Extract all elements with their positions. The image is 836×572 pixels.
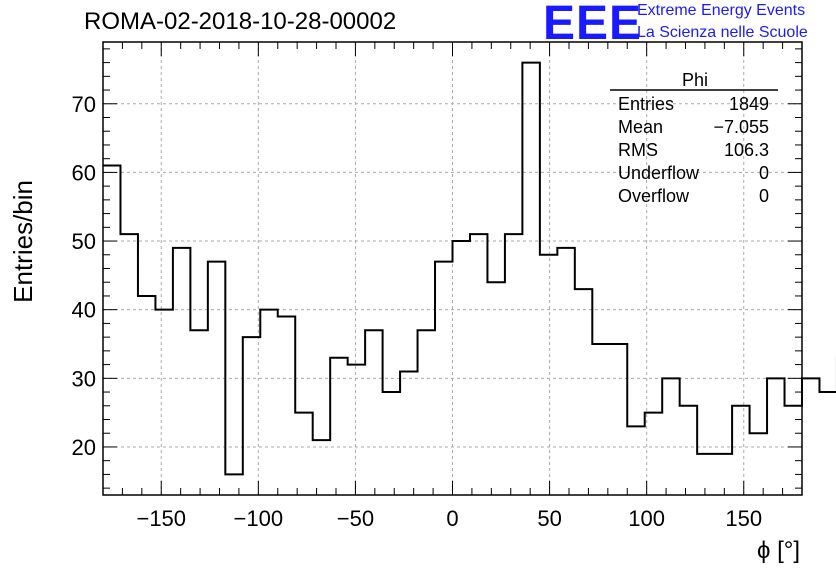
histogram-bin xyxy=(313,440,330,495)
y-tick-label: 50 xyxy=(72,229,96,254)
histogram-bin xyxy=(190,330,207,495)
stats-label: Mean xyxy=(618,117,663,137)
grid-layer xyxy=(103,42,836,495)
histogram-bin xyxy=(278,317,295,495)
y-tick-label: 60 xyxy=(72,160,96,185)
histogram-bin xyxy=(645,413,662,495)
y-tick-label: 20 xyxy=(72,435,96,460)
histogram-bin xyxy=(418,330,435,495)
histogram-bin xyxy=(715,454,732,495)
histogram-bin xyxy=(732,406,749,495)
histogram-bin xyxy=(400,371,417,495)
stats-box: Phi Entries 1849 Mean −7.055 RMS 106.3 Underfl… xyxy=(610,70,778,206)
histogram-bin xyxy=(470,234,487,495)
tick-labels: −150 −100 −50 0 50 100 150 20 30 40 50 60 70 xyxy=(72,92,763,531)
histogram-bin xyxy=(540,255,557,495)
histogram-bin xyxy=(243,337,260,495)
histogram-bin xyxy=(103,166,120,495)
x-tick-label: −150 xyxy=(136,506,186,531)
histogram-bin xyxy=(680,406,697,495)
histogram-bin xyxy=(505,234,522,495)
y-axis-label: Entries/bin xyxy=(8,180,38,303)
x-tick-label: 50 xyxy=(537,506,561,531)
stats-label: Entries xyxy=(618,94,674,114)
stats-value: −7.055 xyxy=(713,117,769,137)
histogram-bin xyxy=(802,378,819,495)
x-tick-label: −100 xyxy=(234,506,284,531)
histogram-bin xyxy=(750,433,767,495)
histogram-bin xyxy=(662,378,679,495)
histogram-bin xyxy=(522,63,539,495)
histogram-bin xyxy=(819,392,836,495)
histogram-bin xyxy=(453,241,470,495)
stats-value: 1849 xyxy=(729,94,769,114)
histogram-bin xyxy=(225,474,242,495)
histogram-bin xyxy=(697,454,714,495)
x-tick-label: 0 xyxy=(446,506,458,531)
histogram-bin xyxy=(348,365,365,495)
brand-line-1: Extreme Energy Events xyxy=(637,2,806,19)
histogram-bin xyxy=(155,310,172,495)
stats-rows: Entries 1849 Mean −7.055 RMS 106.3 Underflow 0 O… xyxy=(618,94,769,206)
x-tick-label: −50 xyxy=(337,506,374,531)
histogram-bin xyxy=(487,282,504,495)
histogram-bin xyxy=(365,330,382,495)
histogram-bin xyxy=(767,378,784,495)
histogram-bin xyxy=(435,262,452,495)
y-tick-label: 30 xyxy=(72,366,96,391)
histogram-bin xyxy=(138,296,155,495)
x-axis-label: ϕ [°] xyxy=(757,537,800,564)
histogram-bin xyxy=(295,413,312,495)
stats-value: 106.3 xyxy=(724,140,769,160)
axis-ticks xyxy=(102,42,803,495)
plot-frame xyxy=(102,41,803,496)
histogram-bin xyxy=(557,248,574,495)
histogram-bin xyxy=(260,310,277,495)
x-tick-label: 100 xyxy=(628,506,665,531)
histogram-bin xyxy=(208,262,225,495)
stats-label: RMS xyxy=(618,140,658,160)
histogram-bin xyxy=(610,344,627,495)
stats-title: Phi xyxy=(682,70,708,90)
histogram-bin xyxy=(627,426,644,495)
histogram-bin xyxy=(592,344,609,495)
histogram-bin xyxy=(173,248,190,495)
histogram-bin xyxy=(120,234,137,495)
stats-label: Underflow xyxy=(618,163,700,183)
histogram-bin xyxy=(575,289,592,495)
y-tick-label: 70 xyxy=(72,92,96,117)
stats-value: 0 xyxy=(759,163,769,183)
chart-title: ROMA-02-2018-10-28-00002 xyxy=(84,8,397,35)
brand-line-2: La Scienza nelle Scuole xyxy=(637,24,808,41)
x-tick-label: 150 xyxy=(725,506,762,531)
y-tick-label: 40 xyxy=(72,298,96,323)
stats-value: 0 xyxy=(759,186,769,206)
stats-label: Overflow xyxy=(618,186,690,206)
histogram-bin xyxy=(383,392,400,495)
